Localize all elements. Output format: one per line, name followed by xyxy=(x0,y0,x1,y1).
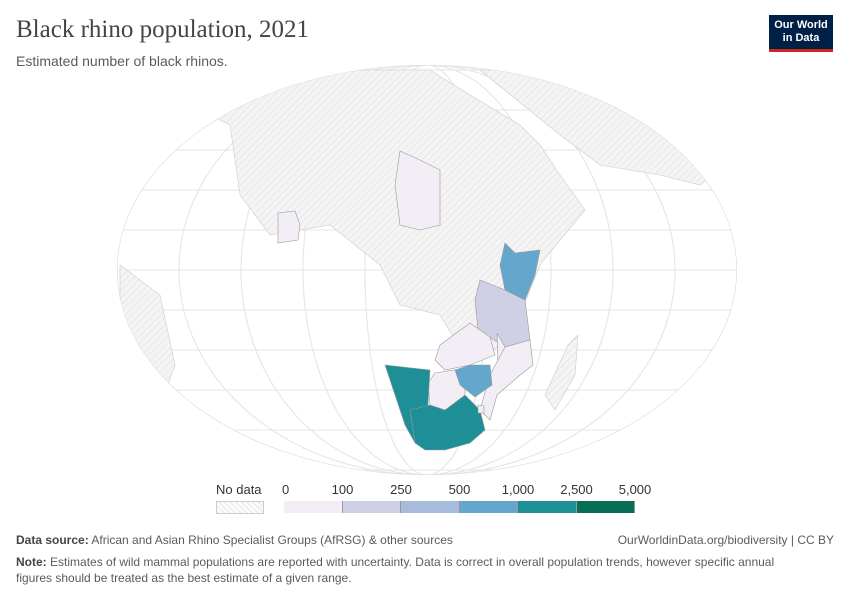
chart-title: Black rhino population, 2021 xyxy=(16,16,310,43)
legend-tick-label: 1,000 xyxy=(501,482,535,497)
note-label: Note: xyxy=(16,555,47,569)
chart-subtitle: Estimated number of black rhinos. xyxy=(16,53,228,69)
legend-tick-label: 500 xyxy=(448,482,471,497)
logo-line1: Our World xyxy=(774,19,828,31)
legend-tick-label: 0 xyxy=(282,482,290,497)
legend-no-data-swatch[interactable] xyxy=(216,501,264,514)
legend-tick-label: 5,000 xyxy=(618,482,652,497)
owid-logo[interactable]: Our World in Data xyxy=(769,15,833,52)
country-chad[interactable] xyxy=(394,150,441,231)
note: Note: Estimates of wild mammal populatio… xyxy=(16,554,806,586)
country-zambia[interactable] xyxy=(434,322,496,371)
legend-bin[interactable] xyxy=(401,501,460,513)
legend-no-data-label: No data xyxy=(216,482,262,497)
country-south-africa[interactable] xyxy=(409,394,486,451)
legend-tick-label: 250 xyxy=(390,482,412,497)
world-map[interactable] xyxy=(0,65,850,477)
legend-bin[interactable] xyxy=(518,501,577,513)
country-c-te-d-ivoire[interactable] xyxy=(277,210,301,244)
legend-tick-label: 2,500 xyxy=(560,482,593,497)
country-zimbabwe[interactable] xyxy=(454,364,493,398)
note-text: Estimates of wild mammal populations are… xyxy=(16,555,775,585)
legend-bin[interactable] xyxy=(459,501,518,513)
legend-bin[interactable] xyxy=(342,501,401,513)
country-eswatini[interactable] xyxy=(477,404,485,414)
data-source: Data source: African and Asian Rhino Spe… xyxy=(16,533,453,547)
legend: No data 0 100 250 500 1,000 2,500 5,000 xyxy=(0,482,850,522)
legend-bin[interactable] xyxy=(284,501,343,513)
source-text: African and Asian Rhino Specialist Group… xyxy=(91,533,453,547)
legend-bin[interactable] xyxy=(576,501,635,513)
logo-line2: in Data xyxy=(782,32,820,44)
owid-url[interactable]: OurWorldinData.org/biodiversity | CC BY xyxy=(617,533,834,547)
legend-tick-label: 100 xyxy=(331,482,354,497)
source-label: Data source: xyxy=(16,533,89,547)
country-kenya[interactable] xyxy=(499,242,541,301)
